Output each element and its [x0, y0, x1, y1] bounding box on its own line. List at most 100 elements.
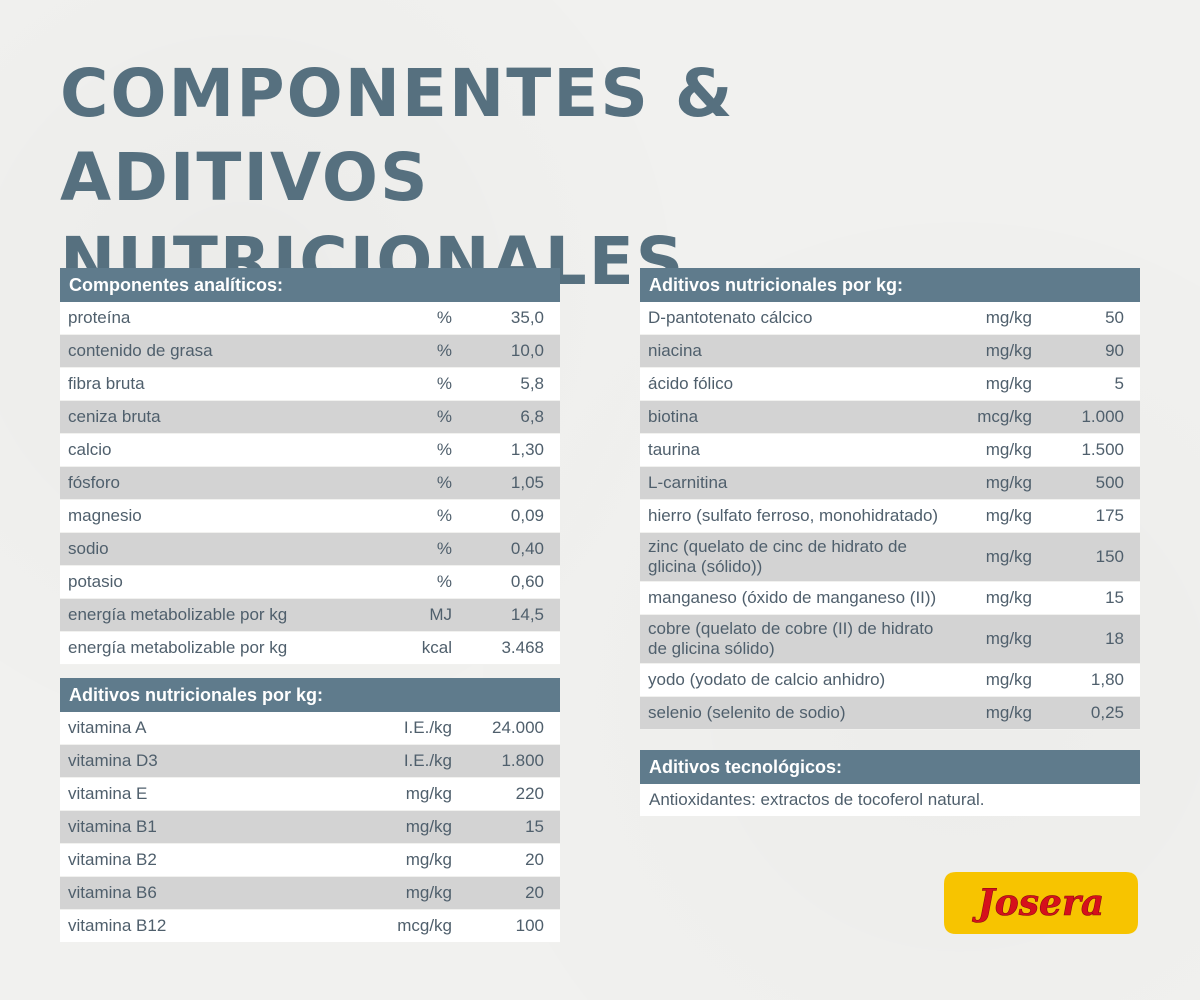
row-unit: I.E./kg	[370, 712, 460, 745]
row-unit: mg/kg	[950, 433, 1040, 467]
table-row: vitamina B12 mcg/kg 100	[60, 909, 560, 943]
row-name: energía metabolizable por kg	[60, 598, 370, 632]
table-row: potasio% 0,60	[60, 565, 560, 599]
table-row: selenio (selenito de sodio) mg/kg 0,25	[640, 696, 1140, 730]
row-name: energía metabolizable por kg	[60, 631, 370, 665]
row-unit: mg/kg	[370, 777, 460, 811]
row-unit: mcg/kg	[950, 400, 1040, 434]
logo-background	[944, 872, 1138, 934]
row-unit: %	[370, 334, 460, 368]
table-row: niacina mg/kg 90	[640, 334, 1140, 368]
analytic-components-heading: Componentes analíticos:	[60, 268, 560, 302]
row-name: potasio	[60, 565, 370, 599]
row-name: yodo (yodato de calcio anhidro)	[640, 663, 950, 697]
row-unit: mg/kg	[950, 367, 1040, 401]
table-row: cobre (quelato de cobre (II) de hidrato …	[640, 614, 1140, 664]
row-unit: MJ	[370, 598, 460, 632]
row-name: taurina	[640, 433, 950, 467]
additives-table: D-pantotenato cálcico mg/kg 50 niacina mg/k…	[640, 302, 1140, 730]
row-name: zinc (quelato de cinc de hidrato de glic…	[640, 532, 950, 582]
row-unit: mg/kg	[370, 810, 460, 844]
table-row: fósforo% 1,05	[60, 466, 560, 500]
row-unit: mg/kg	[950, 466, 1040, 500]
row-value: 0,60	[460, 565, 560, 599]
page-title: COMPONENTES & ADITIVOS NUTRICIONALES	[60, 52, 960, 304]
row-unit: mg/kg	[950, 614, 1040, 664]
table-row: energía metabolizable por kg kcal 3.468	[60, 631, 560, 665]
analytic-rows: proteína% 35,0 contenido de grasa% 10,0 fi…	[60, 302, 560, 665]
vitamins-table: vitamina A I.E./kg 24.000 vitamina D3 I.E./…	[60, 712, 560, 943]
row-unit: mcg/kg	[370, 909, 460, 943]
row-name: niacina	[640, 334, 950, 368]
row-unit: %	[370, 565, 460, 599]
table-row: ácido fólico mg/kg 5	[640, 367, 1140, 401]
row-name: magnesio	[60, 499, 370, 533]
analytic-components-table: proteína% 35,0 contenido de grasa% 10,0 fi…	[60, 302, 560, 665]
row-value: 5,8	[460, 367, 560, 401]
additive-rows: D-pantotenato cálcico mg/kg 50 niacina mg/k…	[640, 302, 1140, 730]
row-unit: %	[370, 532, 460, 566]
table-row: fibra bruta% 5,8	[60, 367, 560, 401]
additives-panel: Aditivos nutricionales por kg: D-pantote…	[640, 268, 1140, 730]
row-unit: %	[370, 466, 460, 500]
row-name: vitamina A	[60, 712, 370, 745]
row-value: 220	[460, 777, 560, 811]
row-value: 500	[1040, 466, 1140, 500]
row-value: 15	[460, 810, 560, 844]
row-value: 175	[1040, 499, 1140, 533]
table-row: vitamina B6 mg/kg 20	[60, 876, 560, 910]
table-row: L-carnitina mg/kg 500	[640, 466, 1140, 500]
row-value: 20	[460, 876, 560, 910]
row-unit: mg/kg	[950, 696, 1040, 730]
row-name: hierro (sulfato ferroso, monohidratado)	[640, 499, 950, 533]
josera-logo-graphic: Josera	[944, 872, 1138, 934]
page-title-line-1: COMPONENTES &	[60, 55, 735, 132]
logo-wordmark: Josera	[972, 882, 1105, 924]
row-value: 10,0	[460, 334, 560, 368]
row-unit: %	[370, 433, 460, 467]
vitamins-heading: Aditivos nutricionales por kg:	[60, 678, 560, 712]
row-value: 5	[1040, 367, 1140, 401]
row-value: 3.468	[460, 631, 560, 665]
table-row: zinc (quelato de cinc de hidrato de glic…	[640, 532, 1140, 582]
row-name: fósforo	[60, 466, 370, 500]
table-row: energía metabolizable por kg MJ 14,5	[60, 598, 560, 632]
row-value: 35,0	[460, 302, 560, 335]
technological-text: Antioxidantes: extractos de tocoferol na…	[640, 784, 1140, 816]
row-unit: kcal	[370, 631, 460, 665]
table-row: hierro (sulfato ferroso, monohidratado) m…	[640, 499, 1140, 533]
row-name: vitamina B1	[60, 810, 370, 844]
row-unit: I.E./kg	[370, 744, 460, 778]
table-row: vitamina D3 I.E./kg 1.800	[60, 744, 560, 778]
row-value: 0,25	[1040, 696, 1140, 730]
josera-logo: Josera	[942, 870, 1140, 936]
row-value: 1.000	[1040, 400, 1140, 434]
row-unit: %	[370, 302, 460, 335]
row-name: manganeso (óxido de manganeso (II))	[640, 581, 950, 615]
row-value: 20	[460, 843, 560, 877]
row-name: fibra bruta	[60, 367, 370, 401]
vitamin-rows: vitamina A I.E./kg 24.000 vitamina D3 I.E./…	[60, 712, 560, 943]
row-unit: mg/kg	[950, 663, 1040, 697]
row-value: 1,80	[1040, 663, 1140, 697]
row-name: D-pantotenato cálcico	[640, 302, 950, 335]
table-row: proteína% 35,0	[60, 302, 560, 335]
row-unit: mg/kg	[370, 843, 460, 877]
row-name: ácido fólico	[640, 367, 950, 401]
table-row: yodo (yodato de calcio anhidro) mg/kg 1,80	[640, 663, 1140, 697]
row-unit: %	[370, 367, 460, 401]
row-unit: mg/kg	[370, 876, 460, 910]
table-row: calcio% 1,30	[60, 433, 560, 467]
row-value: 90	[1040, 334, 1140, 368]
row-value: 24.000	[460, 712, 560, 745]
row-unit: mg/kg	[950, 334, 1040, 368]
row-unit: %	[370, 499, 460, 533]
row-value: 14,5	[460, 598, 560, 632]
row-unit: mg/kg	[950, 302, 1040, 335]
row-value: 0,40	[460, 532, 560, 566]
row-name: contenido de grasa	[60, 334, 370, 368]
row-unit: mg/kg	[950, 532, 1040, 582]
table-row: vitamina B2 mg/kg 20	[60, 843, 560, 877]
row-name: ceniza bruta	[60, 400, 370, 434]
row-name: vitamina B2	[60, 843, 370, 877]
